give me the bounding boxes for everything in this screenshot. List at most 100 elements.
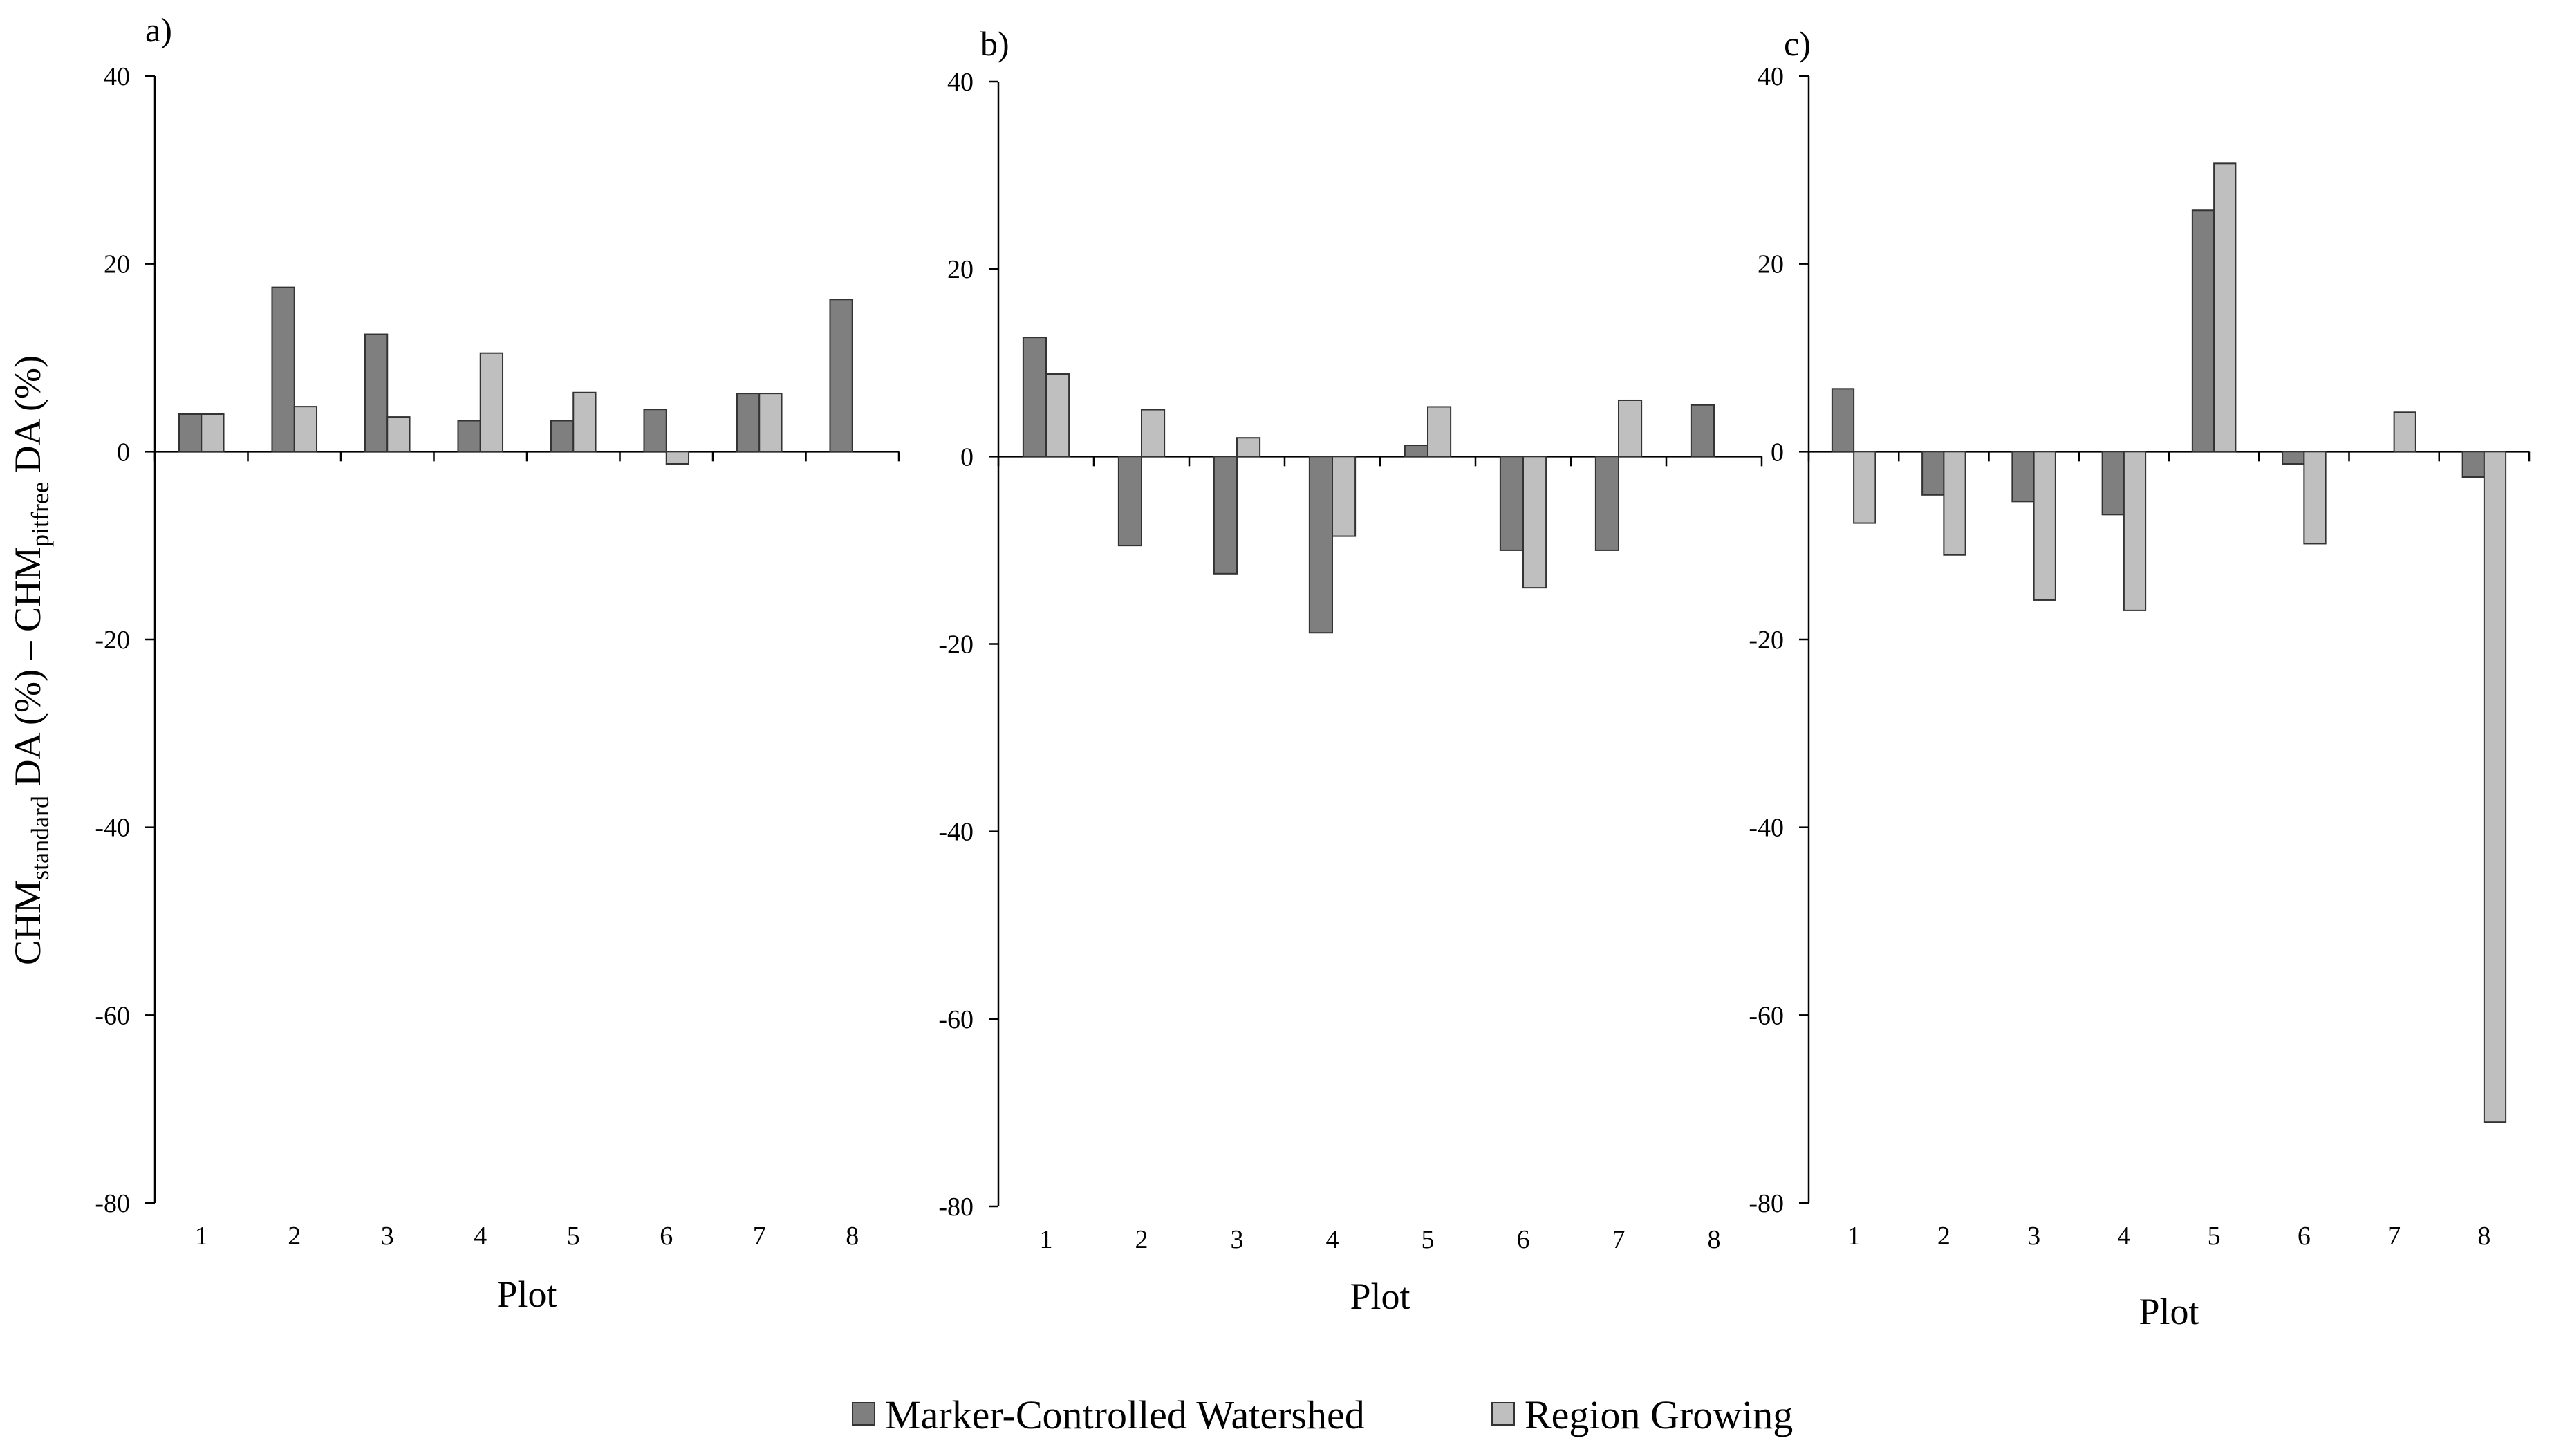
y-tick-label: 0: [117, 438, 130, 467]
bar-watershed-plot-8: [829, 299, 853, 453]
panel-label: b): [980, 24, 1009, 63]
bar-watershed-plot-4: [457, 420, 481, 453]
bar-watershed-plot-4: [1308, 456, 1334, 634]
x-tick-label: 4: [474, 1222, 487, 1251]
y-tick-label: 20: [1758, 250, 1784, 279]
x-tick-label: 3: [2027, 1222, 2040, 1251]
x-tick-label: 1: [195, 1222, 208, 1251]
x-tick-label: 2: [1937, 1222, 1950, 1251]
y-tick-label: -20: [938, 631, 974, 660]
bar-watershed-plot-6: [1499, 456, 1524, 551]
x-axis-title: Plot: [2139, 1291, 2199, 1332]
bar-region-growing-plot-4: [479, 352, 504, 453]
bar-region-growing-plot-2: [1141, 409, 1166, 458]
y-tick-label: -60: [938, 1005, 974, 1034]
bar-watershed-plot-3: [1213, 456, 1238, 575]
bar-watershed-plot-7: [736, 393, 761, 453]
x-tick-label: 6: [2298, 1222, 2311, 1251]
legend-swatch-region-growing: [1491, 1402, 1515, 1426]
bar-region-growing-plot-2: [293, 406, 318, 453]
x-tick-label: 2: [288, 1222, 301, 1251]
x-tick-label: 4: [1326, 1225, 1339, 1254]
x-tick-label: 4: [2117, 1222, 2130, 1251]
x-tick-label: 3: [381, 1222, 394, 1251]
y-tick-label: 0: [960, 442, 974, 472]
bar-region-growing-plot-3: [1236, 437, 1261, 458]
bar-watershed-plot-7: [1594, 456, 1619, 551]
bar-watershed-plot-6: [2282, 451, 2305, 465]
bar-region-growing-plot-6: [1522, 456, 1547, 589]
y-tick-label: 40: [947, 68, 974, 97]
panel-label: a): [145, 10, 172, 49]
x-tick-label: 7: [2387, 1222, 2401, 1251]
y-axis-title: CHMstandard DA (%) – CHMpitfree DA (%): [7, 355, 54, 965]
y-tick-label: 20: [947, 255, 974, 284]
bar-region-growing-plot-5: [1427, 406, 1452, 458]
y-tick-label: -60: [95, 1001, 130, 1030]
y-tick-label: -80: [95, 1189, 130, 1218]
y-tick-label: 0: [1771, 438, 1784, 467]
bar-watershed-plot-6: [643, 409, 667, 453]
x-tick-label: 1: [1847, 1222, 1861, 1251]
x-tick-label: 6: [1517, 1225, 1530, 1254]
bar-watershed-plot-5: [550, 420, 575, 453]
bar-watershed-plot-5: [1404, 445, 1429, 458]
legend-label-watershed: Marker-Controlled Watershed: [885, 1392, 1365, 1437]
bar-watershed-plot-2: [1921, 451, 1945, 496]
bar-watershed-plot-5: [2191, 209, 2215, 453]
chart-panel-3: c) -80 -60 -40 -20 0 20 40 1 2 3 4 5 6 7 8 Plot: [1749, 24, 2531, 1332]
bar-region-growing-plot-6: [665, 451, 690, 465]
y-tick-label: 20: [104, 250, 130, 279]
x-tick-label: 8: [846, 1222, 859, 1251]
bar-watershed-plot-1: [178, 413, 203, 453]
bar-watershed-plot-3: [2011, 451, 2035, 503]
y-tick-label: -80: [938, 1193, 974, 1222]
x-tick-label: 1: [1040, 1225, 1053, 1254]
x-tick-label: 8: [1708, 1225, 1721, 1254]
bar-region-growing-plot-3: [386, 416, 411, 453]
bar-region-growing-plot-2: [1943, 451, 1966, 556]
bar-region-growing-plot-6: [2303, 451, 2327, 545]
x-tick-label: 7: [753, 1222, 766, 1251]
bar-watershed-plot-1: [1022, 337, 1047, 458]
y-tick-label: -60: [1749, 1001, 1784, 1030]
y-tick-label: -20: [1749, 626, 1784, 655]
x-axis-title: Plot: [1350, 1276, 1410, 1317]
x-tick-label: 5: [567, 1222, 580, 1251]
bar-watershed-plot-2: [271, 286, 295, 453]
x-tick-label: 5: [2208, 1222, 2221, 1251]
bar-region-growing-plot-1: [1853, 451, 1876, 524]
bar-watershed-plot-3: [364, 333, 389, 453]
legend-swatch-watershed: [852, 1402, 875, 1426]
y-tick-label: -40: [938, 818, 974, 847]
bar-region-growing-plot-5: [2213, 162, 2237, 453]
chart-panel-1: a) -80 -60 -40 -20 0 20 40 1 2 3 4 5 6 7 8 Plot: [95, 10, 900, 1315]
bar-watershed-plot-8: [1690, 404, 1715, 458]
y-tick-label: -20: [95, 626, 130, 655]
bar-region-growing-plot-4: [2123, 451, 2147, 611]
y-tick-label: -40: [1749, 814, 1784, 843]
bar-region-growing-plot-7: [758, 393, 783, 453]
x-tick-label: 5: [1422, 1225, 1435, 1254]
bar-region-growing-plot-7: [2393, 411, 2416, 453]
bar-region-growing-plot-8: [2483, 451, 2507, 1123]
bar-region-growing-plot-5: [572, 391, 597, 453]
legend-label-region-growing: Region Growing: [1525, 1392, 1793, 1437]
bar-watershed-plot-4: [2101, 451, 2125, 516]
x-tick-label: 7: [1612, 1225, 1626, 1254]
bar-region-growing-plot-1: [201, 413, 225, 453]
bar-region-growing-plot-7: [1618, 399, 1643, 458]
bar-region-growing-plot-3: [2033, 451, 2056, 601]
panel-label: c): [1784, 24, 1811, 63]
chart-panel-2: b) -80 -60 -40 -20 0 20 40 1 2 3 4 5 6 7 8 Plot: [938, 24, 1763, 1317]
y-tick-label: 40: [1758, 62, 1784, 91]
x-tick-label: 3: [1231, 1225, 1244, 1254]
bar-watershed-plot-2: [1117, 456, 1143, 547]
legend: Marker-Controlled Watershed Region Growi…: [852, 1392, 1793, 1437]
y-tick-label: -80: [1749, 1189, 1784, 1218]
bar-region-growing-plot-1: [1045, 373, 1070, 458]
x-tick-label: 8: [2477, 1222, 2490, 1251]
x-axis-title: Plot: [496, 1273, 557, 1315]
y-tick-label: 40: [104, 62, 130, 91]
